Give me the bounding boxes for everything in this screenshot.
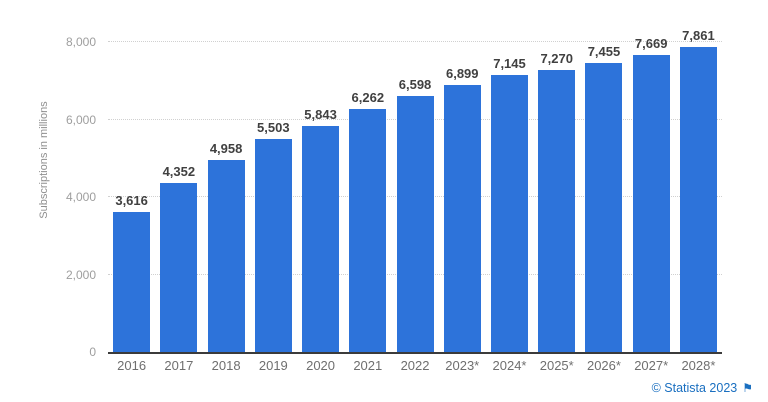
bar-2022[interactable]: [396, 96, 434, 352]
bar-2028*[interactable]: [679, 47, 717, 352]
y-axis-tick-labels: 0 2,000 4,000 6,000 8,000: [0, 36, 96, 358]
y-tick-label: 0: [89, 345, 96, 359]
bar-column: 7,455: [580, 42, 627, 352]
bar-column: 6,262: [344, 42, 391, 352]
bar-2023*[interactable]: [443, 84, 481, 352]
bar-value-label: 7,270: [540, 51, 573, 67]
bar-column: 6,598: [391, 42, 438, 352]
bar-column: 7,861: [675, 29, 722, 352]
bar-value-label: 5,843: [304, 106, 337, 122]
bar-value-label: 7,861: [682, 28, 715, 44]
bar-value-label: 7,669: [634, 35, 668, 51]
bar-column: 6,899: [439, 42, 486, 352]
x-tick-label: 2022: [400, 358, 430, 373]
x-tick-label: 2025*: [539, 358, 574, 373]
bar-2025*[interactable]: [538, 70, 576, 352]
x-axis-labels: 2016 2017 2018 2019 2020 2021 2022 2023* 2024* 20…: [108, 358, 722, 373]
bar-column: 5,843: [297, 42, 344, 352]
x-tick-label: 2016: [117, 358, 147, 373]
bar-column: 7,145: [486, 42, 533, 352]
bars: 3,616 4,352 4,958 5,503 5,843 6,262 6,598 6,899…: [108, 29, 722, 352]
bar-value-label: 3,616: [115, 192, 148, 208]
bar-2020[interactable]: [302, 125, 340, 352]
x-tick-label: 2017: [164, 358, 194, 373]
bar-value-label: 7,145: [493, 56, 526, 72]
y-tick-label: 2,000: [65, 267, 96, 282]
attribution: © Statista 2023 ⚑: [652, 381, 753, 395]
x-tick-label: 2024*: [492, 358, 527, 373]
x-tick-label: 2027*: [634, 358, 669, 373]
bar-2021[interactable]: [349, 109, 387, 352]
bar-2018[interactable]: [207, 159, 245, 352]
x-tick-label: 2021: [353, 358, 383, 373]
bar-2019[interactable]: [254, 138, 292, 352]
x-tick-label: 2020: [306, 358, 336, 373]
bar-value-label: 5,503: [257, 119, 290, 135]
bar-value-label: 6,262: [351, 90, 385, 106]
bar-column: 5,503: [250, 42, 297, 352]
flag-icon[interactable]: ⚑: [742, 381, 753, 395]
bar-value-label: 6,598: [398, 77, 432, 93]
x-tick-label: 2019: [258, 358, 288, 373]
bar-column: 4,352: [155, 42, 202, 352]
statista-attribution-link[interactable]: © Statista 2023: [651, 381, 738, 395]
x-tick-label: 2028*: [681, 358, 716, 373]
gridline: [108, 41, 722, 42]
bar-2016[interactable]: [113, 211, 151, 352]
bar-value-label: 7,455: [587, 44, 621, 60]
bar-2017[interactable]: [160, 183, 198, 352]
bar-2024*[interactable]: [490, 75, 528, 352]
y-tick-label: 4,000: [65, 190, 96, 204]
bar-column: 7,669: [628, 37, 675, 352]
bar-2027*[interactable]: [632, 54, 670, 352]
y-tick-label: 6,000: [65, 112, 96, 127]
x-tick-label: 2023*: [445, 358, 480, 373]
bar-value-label: 4,958: [209, 140, 243, 156]
x-tick-label: 2018: [211, 358, 241, 373]
bar-column: 7,270: [533, 42, 580, 352]
plot-area: 3,616 4,352 4,958 5,503 5,843 6,262 6,598 6,899…: [108, 29, 722, 354]
bar-column: 4,958: [202, 42, 249, 352]
bar-value-label: 6,899: [445, 65, 479, 81]
x-tick-label: 2026*: [586, 358, 621, 373]
y-tick-label: 8,000: [65, 35, 96, 49]
bar-column: 3,616: [108, 42, 155, 352]
bar-value-label: 4,352: [162, 164, 196, 180]
bar-2026*[interactable]: [585, 63, 623, 352]
